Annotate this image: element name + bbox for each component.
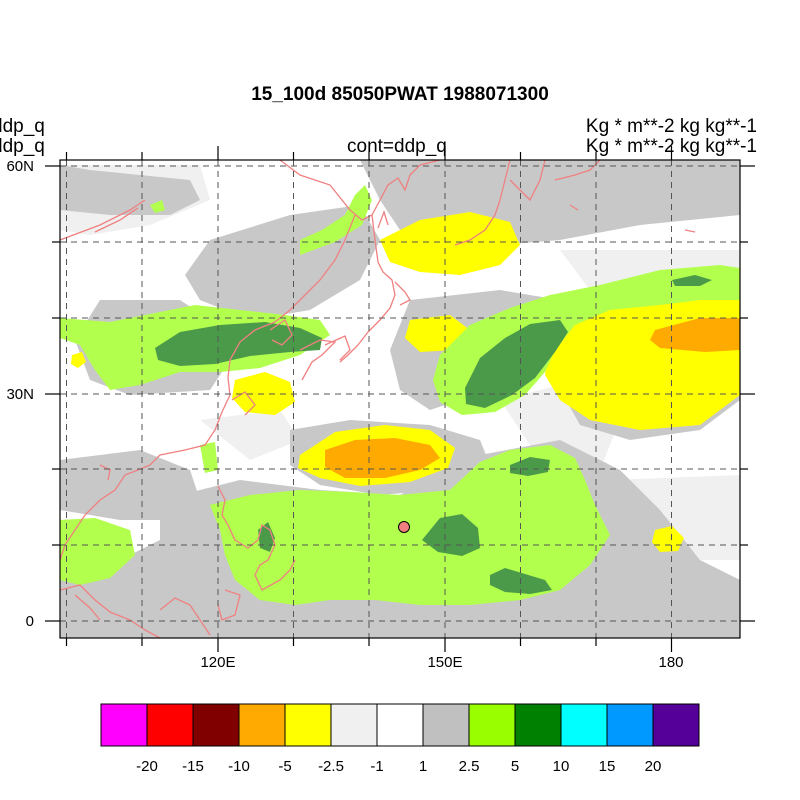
colorbar-swatch <box>330 703 378 747</box>
map-frame <box>59 159 741 639</box>
contour-region <box>672 275 712 286</box>
colorbar-label: 20 <box>644 758 662 775</box>
colorbar-swatch <box>376 703 424 747</box>
contour-region <box>60 518 135 585</box>
colorbar-label: 5 <box>510 758 520 775</box>
colorbar-swatch <box>560 703 608 747</box>
contour-region <box>60 165 200 215</box>
center-subtitle: cont=ddp_q <box>347 136 447 157</box>
colorbar-swatch <box>606 703 654 747</box>
coastline-layer <box>60 160 696 638</box>
colorbar-swatch <box>514 703 562 747</box>
contour-region <box>150 200 165 213</box>
colorbar-label: 10 <box>552 758 570 775</box>
colorbar-label: -5 <box>278 758 292 775</box>
colorbar-label: -1 <box>370 758 384 775</box>
contour-region <box>325 438 440 478</box>
contour-region <box>380 212 520 275</box>
colorbar-swatch <box>192 703 240 747</box>
colorbar-swatch <box>284 703 332 747</box>
lat-label-60n: 60N <box>6 158 34 175</box>
lat-label-30n: 30N <box>6 386 34 403</box>
colorbar-swatch <box>146 703 194 747</box>
lon-label-120e: 120E <box>200 654 236 671</box>
contour-region <box>300 185 372 255</box>
plot-title: 15_100d 85050PWAT 1988071300 <box>251 84 549 105</box>
location-marker <box>398 521 410 533</box>
left-title-1: ddp_q <box>0 116 45 137</box>
colorbar-swatch <box>100 703 148 747</box>
colorbar-swatch <box>652 703 700 747</box>
contour-region <box>210 445 610 605</box>
right-title-1: Kg * m**-2 kg kg**-1 <box>585 116 757 137</box>
colorbar-swatch <box>238 703 286 747</box>
colorbar-label: -15 <box>182 758 204 775</box>
colorbar-swatch <box>468 703 516 747</box>
colorbar-label: -10 <box>228 758 250 775</box>
left-title-2: ddp_q <box>0 136 45 157</box>
colorbar-label: 15 <box>598 758 616 775</box>
colorbar-label: 2.5 <box>458 758 480 775</box>
colorbar-label: -2.5 <box>318 758 344 775</box>
colorbar-label: 1 <box>418 758 428 775</box>
contour-region <box>650 318 740 352</box>
contour-region <box>71 352 86 368</box>
lon-label-150e: 150E <box>427 654 463 671</box>
contour-fill-layer <box>60 160 740 638</box>
lon-label-180: 180 <box>658 654 684 671</box>
colorbar-swatch <box>422 703 470 747</box>
contour-region <box>200 442 218 473</box>
grid-lines <box>60 160 740 638</box>
contour-region <box>200 410 300 460</box>
contour-region <box>465 320 568 408</box>
colorbar-label: -20 <box>136 758 158 775</box>
axis-ticks <box>45 146 755 652</box>
lat-label-0: 0 <box>25 613 34 630</box>
